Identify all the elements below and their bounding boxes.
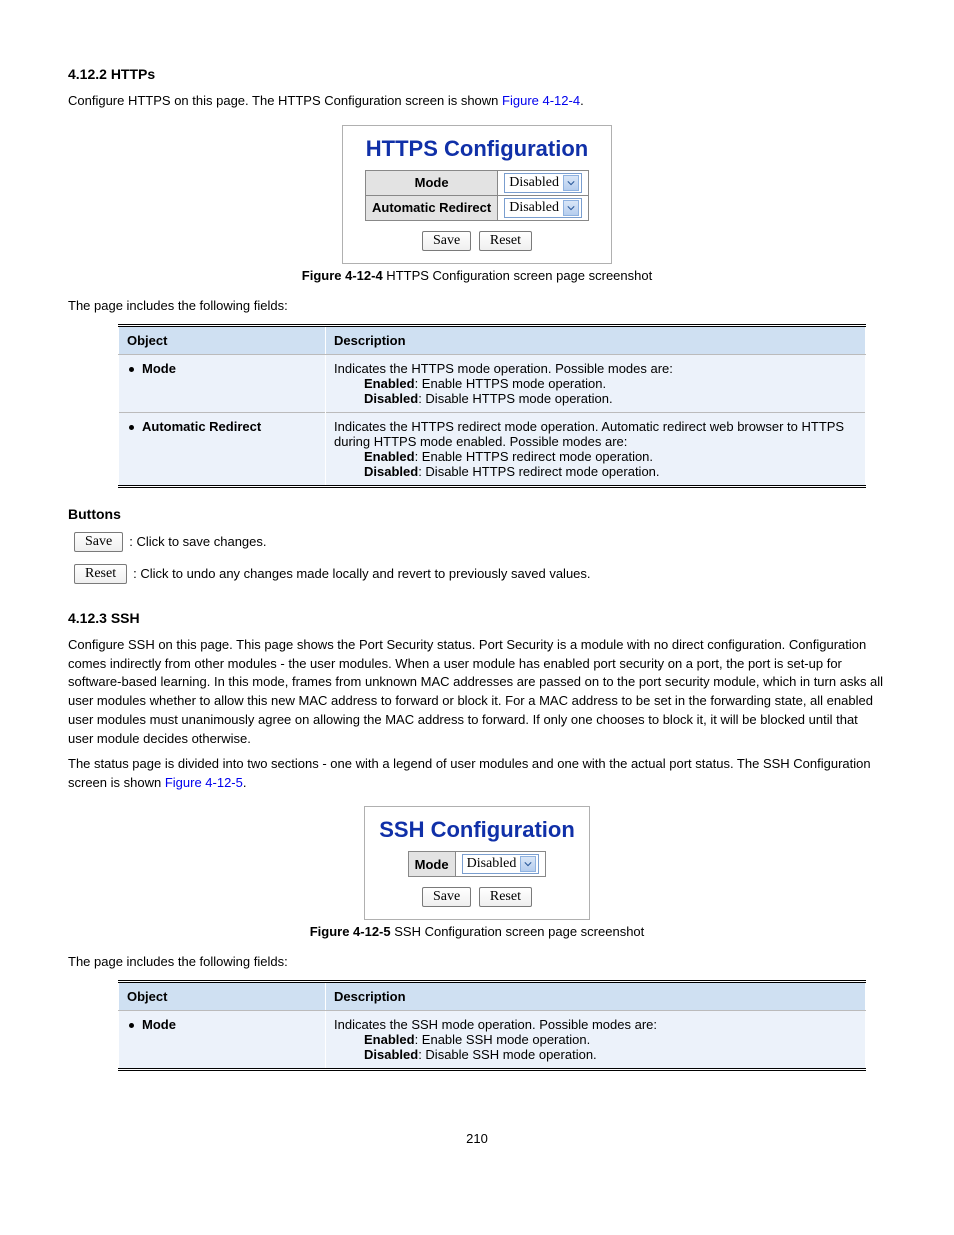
obj-mode-label: Mode [142, 361, 176, 376]
https-save-button[interactable]: Save [422, 231, 471, 251]
desc-ssh-mode-dis-text: : Disable SSH mode operation. [418, 1047, 596, 1062]
https-intro: Configure HTTPS on this page. The HTTPS … [68, 92, 886, 111]
ssh-fields-intro: The page includes the following fields: [68, 953, 886, 972]
ssh-para1: Configure SSH on this page. This page sh… [68, 636, 886, 749]
desc-ssh-mode: Indicates the SSH mode operation. Possib… [326, 1011, 866, 1069]
desc-redirect-line1: Indicates the HTTPS redirect mode operat… [334, 419, 857, 449]
buttons-heading: Buttons [68, 506, 886, 522]
https-mode-dropdown[interactable]: Disabled [504, 173, 582, 193]
ssh-config-box: SSH Configuration Mode Disabled Save Res… [364, 806, 590, 920]
desc-mode-en-text: : Enable HTTPS mode operation. [415, 376, 607, 391]
chevron-down-icon [563, 200, 579, 216]
save-button-sample[interactable]: Save [74, 532, 123, 552]
reset-button-sample[interactable]: Reset [74, 564, 127, 584]
ssh-heading: 4.12.3 SSH [68, 610, 886, 626]
desc-ssh-mode-en-text: : Enable SSH mode operation. [415, 1032, 591, 1047]
desc-ssh-mode-dis-label: Disabled [364, 1047, 418, 1062]
ssh-figure-label: Figure 4-12-5 [310, 924, 391, 939]
https-intro-post: . [580, 93, 584, 108]
bullet-icon [129, 367, 134, 372]
ssh-row-mode-label: Mode [408, 852, 455, 877]
https-redirect-value: Disabled [509, 200, 559, 216]
ssh-figure-text: SSH Configuration screen page screenshot [391, 924, 645, 939]
obj-mode: Mode [119, 354, 326, 412]
obj-ssh-mode: Mode [119, 1011, 326, 1069]
reset-button-text: : Click to undo any changes made locally… [133, 566, 590, 581]
https-reset-button[interactable]: Reset [479, 231, 532, 251]
desc-redirect-dis-label: Disabled [364, 464, 418, 479]
chevron-down-icon [520, 856, 536, 872]
ssh-reset-button[interactable]: Reset [479, 887, 532, 907]
desc-redirect-en-text: : Enable HTTPS redirect mode operation. [415, 449, 653, 464]
ssh-config-title: SSH Configuration [371, 817, 583, 843]
desc-ssh-mode-line1: Indicates the SSH mode operation. Possib… [334, 1017, 857, 1032]
chevron-down-icon [563, 175, 579, 191]
https-figure-text: HTTPS Configuration screen page screensh… [383, 268, 653, 283]
desc-mode-en-label: Enabled [364, 376, 415, 391]
https-config-box: HTTPS Configuration Mode Disabled Automa… [342, 125, 612, 264]
col-object: Object [119, 327, 326, 355]
ssh-config-table: Mode Disabled [408, 851, 547, 877]
ssh-figure-caption: Figure 4-12-5 SSH Configuration screen p… [68, 924, 886, 939]
https-config-table: Mode Disabled Automatic Redirect Disable… [365, 170, 589, 221]
figure-link-4-12-5[interactable]: Figure 4-12-5 [165, 775, 243, 790]
obj-ssh-mode-label: Mode [142, 1017, 176, 1032]
desc-redirect: Indicates the HTTPS redirect mode operat… [326, 412, 866, 485]
ssh-para2-post: . [243, 775, 247, 790]
https-heading: 4.12.2 HTTPs [68, 66, 886, 82]
desc-mode: Indicates the HTTPS mode operation. Poss… [326, 354, 866, 412]
ssh-mode-dropdown[interactable]: Disabled [462, 854, 540, 874]
page-number: 210 [68, 1131, 886, 1146]
https-mode-value: Disabled [509, 175, 559, 191]
col-description: Description [326, 983, 866, 1011]
https-row-redirect-label: Automatic Redirect [366, 195, 498, 220]
desc-mode-dis-label: Disabled [364, 391, 418, 406]
ssh-save-button[interactable]: Save [422, 887, 471, 907]
save-button-text: : Click to save changes. [129, 534, 266, 549]
col-object: Object [119, 983, 326, 1011]
ssh-object-table: Object Description Mode Indicates the SS… [118, 983, 866, 1068]
https-figure-caption: Figure 4-12-4 HTTPS Configuration screen… [68, 268, 886, 283]
figure-link-4-12-4[interactable]: Figure 4-12-4 [502, 93, 580, 108]
https-fields-intro: The page includes the following fields: [68, 297, 886, 316]
ssh-para2: The status page is divided into two sect… [68, 755, 886, 793]
https-object-table: Object Description Mode Indicates the HT… [118, 327, 866, 485]
https-row-mode-label: Mode [366, 170, 498, 195]
https-figure-label: Figure 4-12-4 [302, 268, 383, 283]
desc-ssh-mode-en-label: Enabled [364, 1032, 415, 1047]
obj-redirect-label: Automatic Redirect [142, 419, 261, 434]
https-redirect-dropdown[interactable]: Disabled [504, 198, 582, 218]
col-description: Description [326, 327, 866, 355]
bullet-icon [129, 425, 134, 430]
https-config-title: HTTPS Configuration [349, 136, 605, 162]
https-intro-pre: Configure HTTPS on this page. The HTTPS … [68, 93, 502, 108]
desc-mode-line1: Indicates the HTTPS mode operation. Poss… [334, 361, 857, 376]
desc-redirect-dis-text: : Disable HTTPS redirect mode operation. [418, 464, 659, 479]
desc-mode-dis-text: : Disable HTTPS mode operation. [418, 391, 612, 406]
obj-redirect: Automatic Redirect [119, 412, 326, 485]
desc-redirect-en-label: Enabled [364, 449, 415, 464]
bullet-icon [129, 1023, 134, 1028]
ssh-mode-value: Disabled [467, 856, 517, 872]
